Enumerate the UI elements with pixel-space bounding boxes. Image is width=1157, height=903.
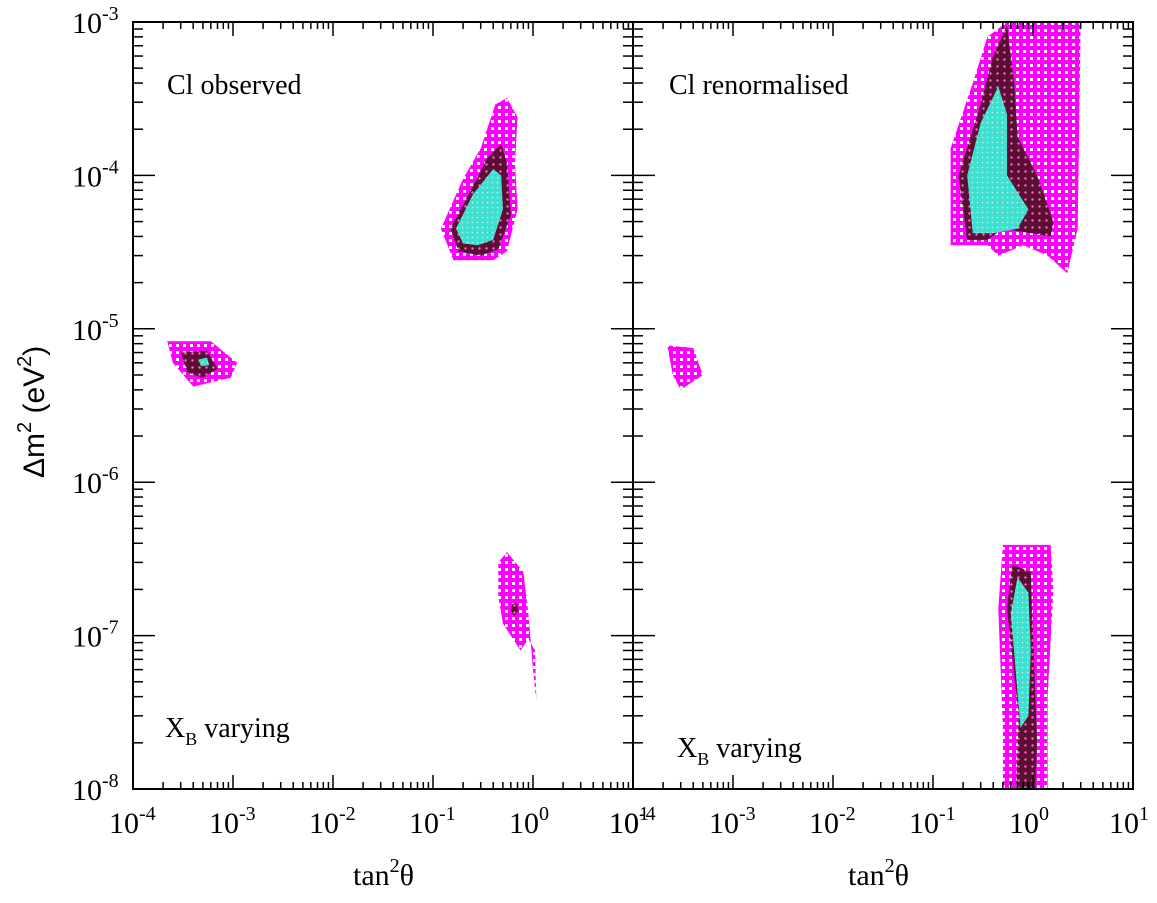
panel-right-frame	[632, 21, 1134, 790]
region-inner-1	[1010, 577, 1031, 728]
y-tick-label: 10-5	[72, 310, 119, 347]
x-tick-label: 101	[1109, 803, 1149, 840]
region-middle-0	[180, 350, 218, 378]
region-outer-1	[667, 345, 703, 390]
x-tick-label: 100	[509, 803, 549, 840]
panel-right-ticks	[632, 22, 1133, 790]
x-tick-label: 10-4	[109, 803, 156, 840]
region-inner-0	[198, 357, 210, 367]
y-tick-label: 10-8	[72, 770, 119, 807]
region-middle-2	[510, 602, 519, 616]
y-tick-labels: 10-8 10-7 10-6 10-5 10-4 10-3	[72, 3, 119, 807]
x-tick-label: 10-3	[709, 803, 756, 840]
panel-left-title: Cl observed	[167, 70, 302, 101]
y-axis-title: Δm2 (eV2)	[14, 346, 51, 478]
x-tick-label: 101	[609, 803, 649, 840]
y-tick-label: 10-7	[72, 617, 119, 654]
region-outer-2	[498, 552, 537, 701]
x-tick-label: 10-3	[209, 803, 256, 840]
x-tick-label: 10-2	[809, 803, 856, 840]
panel-left-ticks	[132, 22, 633, 790]
y-tick-label: 10-4	[72, 156, 119, 193]
panel-left-regions	[167, 97, 537, 701]
y-tick-label: 10-6	[72, 463, 119, 500]
x-tick-label: 10-1	[909, 803, 956, 840]
panel-right-subtitle: XB varying	[677, 733, 802, 769]
x-axis-title-left: tan2θ	[353, 855, 414, 892]
region-inner-1	[456, 169, 503, 246]
panel-left-frame	[132, 21, 634, 790]
region-inner-0	[967, 86, 1029, 234]
x-tick-label: 10-4	[609, 803, 656, 840]
panel-right: Cl renormalised XB varying	[632, 21, 1134, 790]
x-tick-label: 100	[1009, 803, 1049, 840]
panel-right-regions	[667, 22, 1081, 789]
x-tick-label: 10-2	[309, 803, 356, 840]
x-axis-title-right: tan2θ	[848, 855, 909, 892]
panel-right-title: Cl renormalised	[669, 70, 849, 101]
panel-left-subtitle: XB varying	[165, 713, 290, 749]
y-tick-label: 10-3	[72, 3, 119, 40]
panel-left: Cl observed XB varying	[132, 21, 634, 790]
x-tick-label: 10-1	[409, 803, 456, 840]
